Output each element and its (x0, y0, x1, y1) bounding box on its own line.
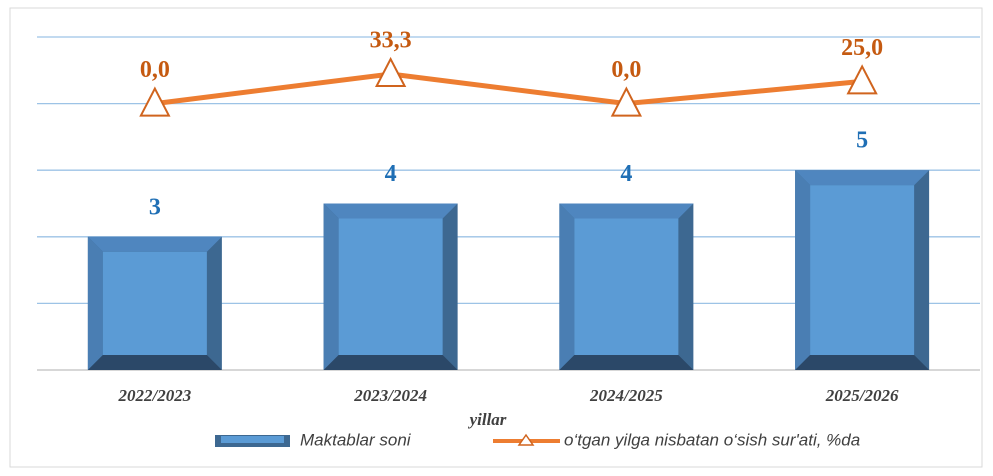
line-marker (139, 86, 171, 117)
data-label: 0,0 (611, 57, 641, 83)
data-label: 3 (149, 194, 161, 220)
legend-swatch-face (221, 436, 284, 443)
legend-label: Maktablar soni (300, 430, 412, 449)
bar-bevel (795, 170, 811, 370)
x-tick-label: 2023/2024 (353, 386, 427, 405)
bar-bevel (559, 203, 575, 370)
bar-face (810, 185, 915, 355)
bar-face (574, 218, 679, 355)
data-label: 4 (620, 161, 632, 187)
bar-bevel (87, 236, 222, 252)
legend-marker (517, 433, 535, 446)
bar-face (102, 251, 207, 355)
data-label: 4 (385, 161, 397, 187)
bar-face (338, 218, 443, 355)
line (154, 71, 863, 107)
legend-label: o‘tgan yilga nisbatan o‘sish sur'ati, %d… (564, 430, 860, 449)
bar-bevel (323, 355, 458, 370)
x-axis-label: yillar (468, 410, 507, 429)
bar-bevel (795, 170, 930, 186)
x-tick-label: 2024/2025 (589, 386, 663, 405)
bar-bevel (87, 236, 103, 370)
x-tick-label: 2022/2023 (118, 386, 192, 405)
data-label: 5 (856, 128, 868, 154)
x-tick-label: 2025/2026 (825, 386, 899, 405)
bar-bevel (87, 355, 222, 370)
bar-bevel (559, 203, 694, 219)
bar-bevel (795, 355, 930, 370)
line-marker (846, 64, 878, 95)
bar-bevel (559, 355, 694, 370)
line-marker (374, 56, 407, 88)
bar-bevel (323, 203, 458, 219)
data-label: 0,0 (140, 57, 170, 83)
data-label: 25,0 (841, 35, 883, 61)
data-label: 33,3 (370, 28, 412, 54)
line-marker (610, 86, 643, 117)
bar-bevel (323, 203, 339, 370)
